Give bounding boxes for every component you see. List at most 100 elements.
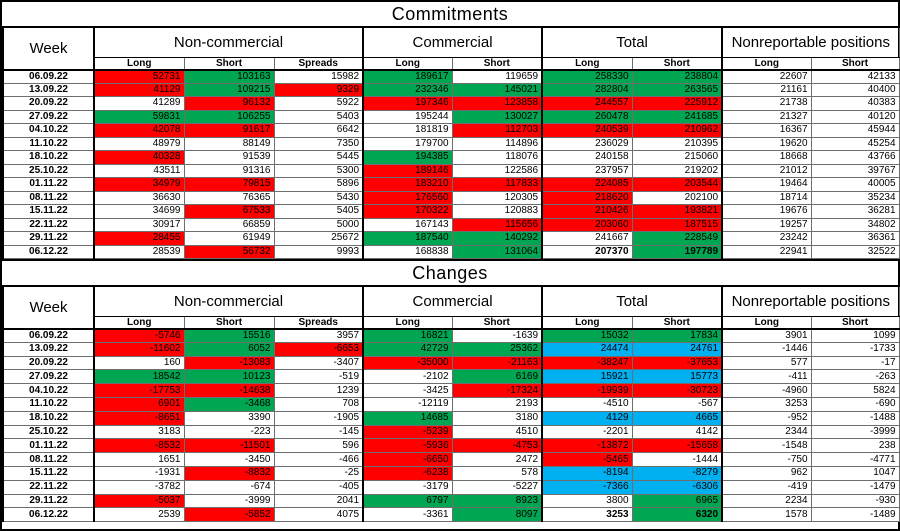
- value-cell: 9993: [273, 244, 364, 259]
- week-cell: 29.11.22: [2, 493, 95, 509]
- value-cell: 189146: [362, 163, 453, 178]
- value-cell: 181819: [362, 123, 453, 138]
- value-cell: 197789: [631, 244, 723, 259]
- value-cell: 577: [721, 355, 812, 371]
- value-cell: 52731: [93, 69, 185, 84]
- value-cell: 2472: [451, 452, 543, 467]
- table-title: Commitments: [2, 2, 898, 28]
- value-cell: 5300: [273, 163, 364, 178]
- value-cell: 258330: [541, 69, 633, 84]
- value-cell: 40400: [810, 82, 900, 97]
- value-cell: 3253: [541, 507, 633, 523]
- value-cell: 5405: [273, 204, 364, 219]
- value-cell: 18714: [721, 190, 812, 205]
- value-cell: 41129: [93, 82, 185, 97]
- value-cell: 36281: [810, 204, 900, 219]
- value-cell: 19620: [721, 136, 812, 151]
- value-cell: 88149: [183, 136, 275, 151]
- table-row: 20.09.22 160 -13083 -3407 -35000 -21163 -38247…: [2, 355, 900, 371]
- value-cell: -690: [810, 396, 900, 412]
- table-row: 06.12.22 28539 56732 9993 168838 131064 207370…: [2, 244, 900, 259]
- week-cell: 22.11.22: [2, 217, 95, 232]
- value-cell: 224085: [541, 177, 633, 192]
- value-cell: 40328: [93, 150, 185, 165]
- value-cell: 18668: [721, 150, 812, 165]
- value-cell: 8097: [451, 507, 543, 523]
- value-cell: 4510: [451, 424, 543, 440]
- value-cell: 207370: [541, 244, 633, 259]
- table-row: 06.09.22 -5746 15516 3957 16821 -1639 15032 178…: [2, 328, 900, 343]
- value-cell: -35000: [362, 355, 453, 371]
- value-cell: 203060: [541, 217, 633, 232]
- value-cell: -25: [273, 465, 364, 481]
- week-cell: 01.11.22: [2, 438, 95, 454]
- value-cell: 236029: [541, 136, 633, 151]
- group-header-total: Total: [541, 287, 723, 317]
- group-header-nonreportable-positions: Nonreportable positions: [721, 28, 900, 58]
- value-cell: 8923: [451, 493, 543, 509]
- value-cell: -17753: [93, 383, 185, 398]
- value-cell: -5852: [183, 507, 275, 523]
- value-cell: 187515: [631, 217, 723, 232]
- value-cell: 34802: [810, 217, 900, 232]
- value-cell: 219202: [631, 163, 723, 178]
- value-cell: 21327: [721, 109, 812, 124]
- value-cell: 40120: [810, 109, 900, 124]
- value-cell: 203544: [631, 177, 723, 192]
- table-row: 01.11.22 34979 79815 5896 183210 117833 224085…: [2, 177, 900, 192]
- value-cell: 3390: [183, 410, 275, 426]
- value-cell: -8651: [93, 410, 185, 426]
- week-cell: 01.11.22: [2, 177, 95, 192]
- value-cell: 19257: [721, 217, 812, 232]
- value-cell: 225912: [631, 96, 723, 111]
- value-cell: 4075: [273, 507, 364, 523]
- value-cell: 15982: [273, 69, 364, 84]
- value-cell: -1444: [631, 452, 723, 467]
- value-cell: 962: [721, 465, 812, 481]
- value-cell: -12119: [362, 396, 453, 412]
- value-cell: -2201: [541, 424, 633, 440]
- value-cell: -2102: [362, 369, 453, 385]
- value-cell: 130027: [451, 109, 543, 124]
- value-cell: 4129: [541, 410, 633, 426]
- value-cell: 6642: [273, 123, 364, 138]
- table-row: 15.11.22 -1931 -8832 -25 -6238 578 -8194 -8279 9…: [2, 465, 900, 481]
- value-cell: 1099: [810, 328, 900, 343]
- value-cell: -4753: [451, 438, 543, 454]
- value-cell: -3999: [810, 424, 900, 440]
- column-header-nonreportable-positions-short: Short: [810, 315, 900, 330]
- value-cell: -930: [810, 493, 900, 509]
- value-cell: 15921: [541, 369, 633, 385]
- week-cell: 04.10.22: [2, 123, 95, 138]
- value-cell: -5936: [362, 438, 453, 454]
- value-cell: 9329: [273, 82, 364, 97]
- group-header-total: Total: [541, 28, 723, 58]
- value-cell: 122586: [451, 163, 543, 178]
- value-cell: 260478: [541, 109, 633, 124]
- value-cell: 30917: [93, 217, 185, 232]
- value-cell: 232346: [362, 82, 453, 97]
- value-cell: 22941: [721, 244, 812, 259]
- value-cell: 21738: [721, 96, 812, 111]
- value-cell: 202100: [631, 190, 723, 205]
- value-cell: -5746: [93, 328, 185, 343]
- week-cell: 20.09.22: [2, 355, 95, 371]
- value-cell: 5922: [273, 96, 364, 111]
- value-cell: 5824: [810, 383, 900, 398]
- column-header-nonreportable-positions-long: Long: [721, 56, 812, 71]
- value-cell: -6238: [362, 465, 453, 481]
- value-cell: -1639: [451, 328, 543, 343]
- value-cell: -1489: [810, 507, 900, 523]
- value-cell: 596: [273, 438, 364, 454]
- table-row: 18.10.22 -8651 3390 -1905 14685 3180 4129 4665-…: [2, 410, 900, 426]
- value-cell: 36361: [810, 231, 900, 246]
- table-row: 08.11.22 1651 -3450 -466 -6650 2472 -5465 -1444…: [2, 452, 900, 467]
- value-cell: 96132: [183, 96, 275, 111]
- value-cell: 42078: [93, 123, 185, 138]
- value-cell: 56732: [183, 244, 275, 259]
- value-cell: 145021: [451, 82, 543, 97]
- value-cell: -11602: [93, 341, 185, 357]
- value-cell: -3361: [362, 507, 453, 523]
- column-header-commercial-long: Long: [362, 56, 453, 71]
- column-header-total-short: Short: [631, 315, 723, 330]
